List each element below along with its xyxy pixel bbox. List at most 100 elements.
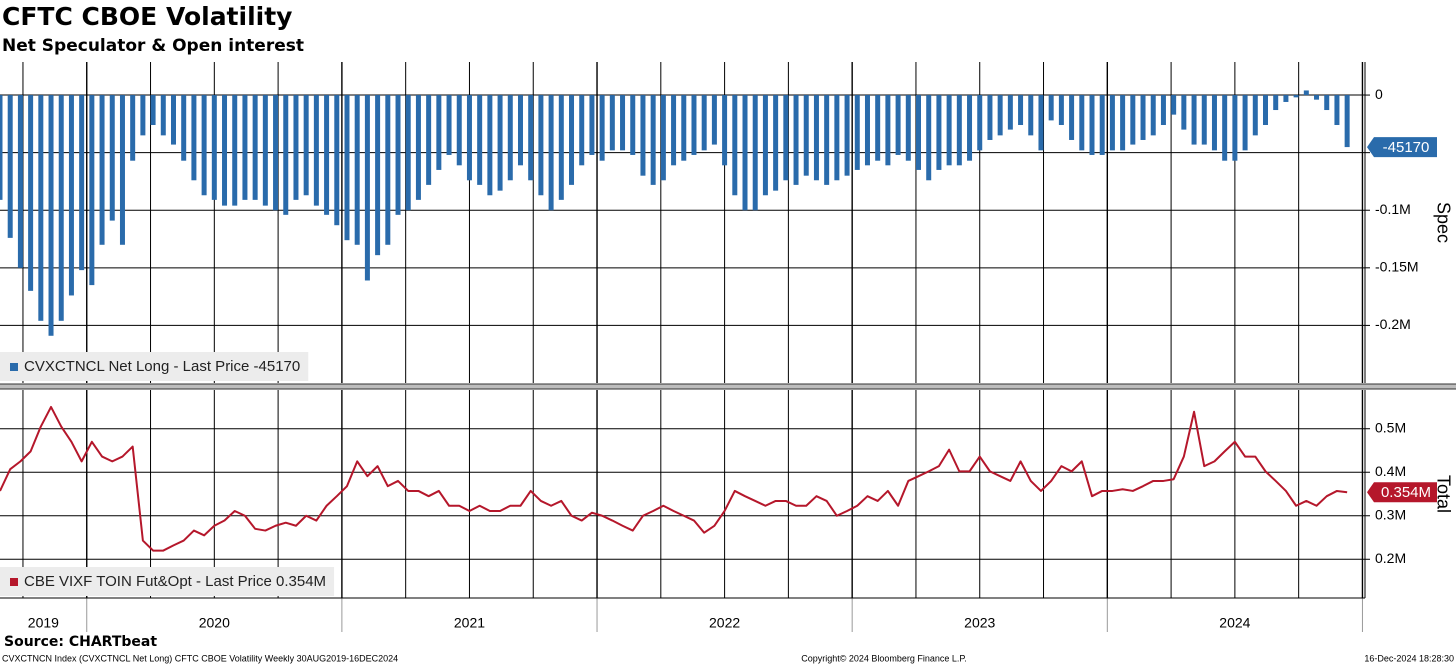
bar bbox=[1222, 95, 1228, 161]
bar bbox=[997, 95, 1003, 136]
bar bbox=[732, 95, 738, 196]
bar bbox=[844, 95, 850, 176]
bar bbox=[426, 95, 432, 185]
bar bbox=[609, 95, 615, 151]
bar bbox=[58, 95, 64, 321]
bar bbox=[1334, 95, 1340, 126]
bar bbox=[558, 95, 564, 200]
last-price-label: -45170 bbox=[1383, 139, 1430, 156]
line-series bbox=[0, 405, 1348, 552]
bar bbox=[722, 95, 728, 166]
legend-box bbox=[0, 352, 309, 381]
bar bbox=[824, 95, 830, 185]
bar bbox=[905, 95, 911, 161]
legend-label: CBE VIXF TOIN Fut&Opt - Last Price 0.354… bbox=[24, 573, 326, 590]
bar bbox=[334, 95, 340, 226]
bar bbox=[28, 95, 34, 291]
bar bbox=[48, 95, 54, 336]
bar bbox=[599, 95, 605, 161]
bar bbox=[1069, 95, 1075, 140]
legend: CBE VIXF TOIN Fut&Opt - Last Price 0.354… bbox=[0, 567, 335, 596]
bar bbox=[711, 95, 717, 145]
bar bbox=[1314, 95, 1320, 100]
y-tick-label: 0 bbox=[1375, 86, 1383, 102]
bar bbox=[977, 95, 983, 151]
y-axis-label: Total bbox=[1433, 475, 1453, 513]
bar bbox=[1130, 95, 1136, 145]
bar bbox=[1211, 95, 1217, 151]
bar bbox=[1109, 95, 1115, 151]
bar bbox=[538, 95, 544, 196]
y-tick-label: 0.4M bbox=[1375, 463, 1406, 479]
bar bbox=[895, 95, 901, 155]
bar bbox=[1007, 95, 1013, 130]
bar bbox=[1028, 95, 1034, 136]
bar bbox=[528, 95, 534, 181]
bar bbox=[701, 95, 707, 151]
bar bbox=[793, 95, 799, 185]
bar bbox=[191, 95, 197, 181]
bar bbox=[7, 95, 13, 238]
bar bbox=[1048, 95, 1054, 121]
bar bbox=[864, 95, 870, 166]
bar bbox=[1140, 95, 1146, 140]
bar bbox=[344, 95, 350, 241]
x-tick-label: 2022 bbox=[709, 615, 740, 631]
bar bbox=[1099, 95, 1105, 155]
bar bbox=[1262, 95, 1268, 126]
bar bbox=[252, 95, 258, 200]
y-axis-label: Spec bbox=[1433, 202, 1453, 243]
legend-label: CVXCTNCL Net Long - Last Price -45170 bbox=[24, 358, 300, 375]
bar bbox=[946, 95, 952, 166]
last-price-tag-shape bbox=[1367, 137, 1437, 158]
bar bbox=[1283, 95, 1289, 102]
bar bbox=[201, 95, 207, 196]
bar bbox=[99, 95, 105, 245]
bar bbox=[109, 95, 115, 221]
chart-title: CFTC CBOE Volatility bbox=[2, 2, 292, 31]
bar bbox=[579, 95, 585, 166]
bar bbox=[507, 95, 513, 181]
bar bbox=[1058, 95, 1064, 126]
panel-divider bbox=[0, 384, 1456, 389]
bar bbox=[885, 95, 891, 166]
bar bbox=[1191, 95, 1197, 145]
y-tick-label: 0.2M bbox=[1375, 550, 1406, 566]
bar bbox=[446, 95, 452, 155]
bar bbox=[1038, 95, 1044, 151]
x-tick-label: 2023 bbox=[964, 615, 995, 631]
bar bbox=[89, 95, 95, 286]
bar bbox=[375, 95, 381, 256]
bar bbox=[38, 95, 44, 321]
bar bbox=[956, 95, 962, 166]
bar bbox=[1273, 95, 1279, 111]
bar bbox=[1171, 95, 1177, 115]
chart-subtitle: Net Speculator & Open interest bbox=[2, 36, 304, 56]
bar bbox=[150, 95, 156, 126]
bar bbox=[517, 95, 523, 166]
bar bbox=[1344, 95, 1350, 148]
bar bbox=[569, 95, 575, 185]
bar bbox=[671, 95, 677, 166]
x-tick-label: 2024 bbox=[1219, 615, 1250, 631]
bar bbox=[487, 95, 493, 196]
bar bbox=[987, 95, 993, 140]
y-tick-label: 0.3M bbox=[1375, 506, 1406, 522]
bar bbox=[834, 95, 840, 181]
bar bbox=[466, 95, 472, 181]
bar bbox=[436, 95, 442, 170]
footer-left: CVXCTNCN Index (CVXCTNCL Net Long) CFTC … bbox=[2, 653, 398, 663]
bar bbox=[1303, 90, 1309, 96]
bar bbox=[1120, 95, 1126, 151]
bar bbox=[405, 95, 411, 211]
bar bbox=[477, 95, 483, 185]
bar bbox=[456, 95, 462, 166]
bar bbox=[283, 95, 289, 215]
bar bbox=[303, 95, 309, 196]
bar bbox=[273, 95, 279, 211]
x-tick-label: 2019 bbox=[28, 615, 59, 631]
bar bbox=[262, 95, 268, 206]
legend-box bbox=[0, 567, 335, 596]
